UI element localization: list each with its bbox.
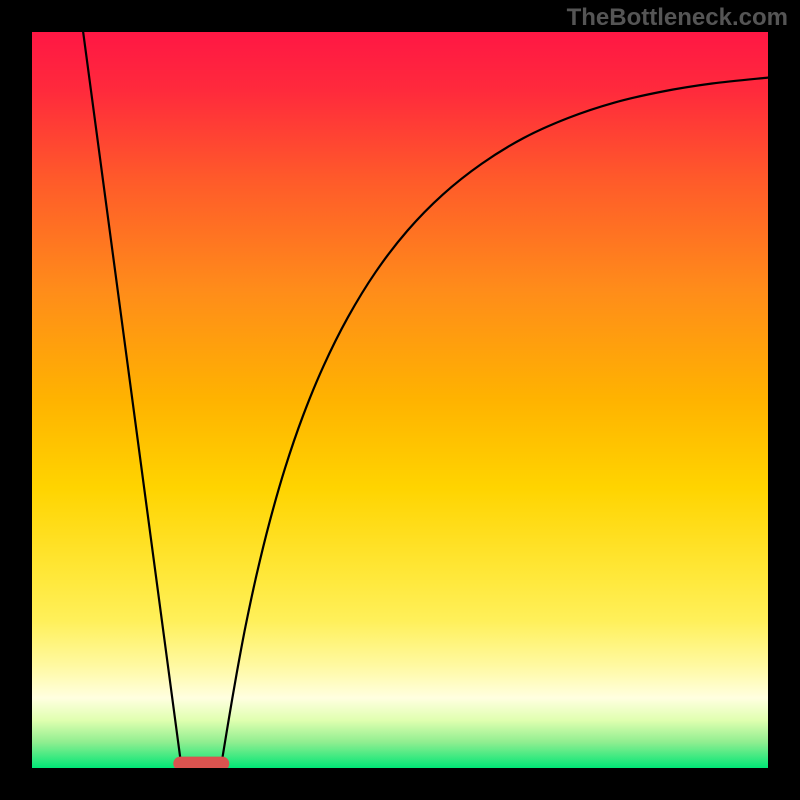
chart-svg	[32, 32, 768, 768]
watermark-text: TheBottleneck.com	[567, 4, 788, 32]
chart-frame: TheBottleneck.com	[0, 0, 800, 800]
plot-area	[32, 32, 768, 768]
optimal-range-marker	[173, 757, 229, 768]
gradient-background	[32, 32, 768, 768]
